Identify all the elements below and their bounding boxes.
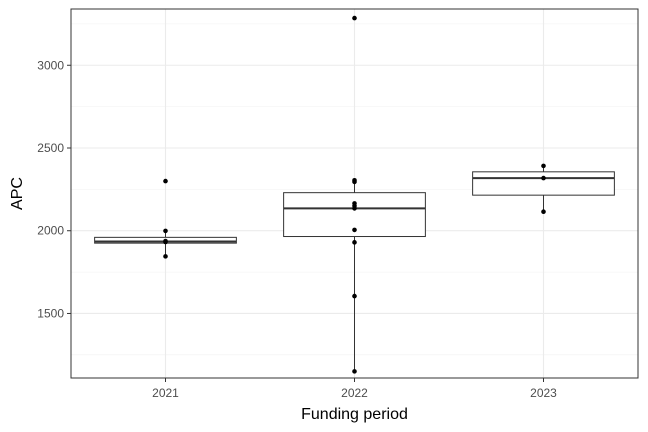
- data-point: [352, 240, 357, 245]
- y-tick-label: 3000: [37, 58, 64, 72]
- x-axis-title: Funding period: [301, 406, 408, 423]
- data-point: [541, 175, 546, 181]
- x-axis: 2021 2022 2023: [152, 378, 557, 400]
- data-point: [352, 293, 357, 299]
- data-point: [163, 239, 168, 245]
- y-axis: 1500 2000 2500 3000: [37, 58, 71, 320]
- data-point: [163, 254, 168, 259]
- y-axis-title: APC: [9, 177, 26, 210]
- y-tick-label: 1500: [37, 306, 64, 320]
- data-point: [352, 179, 357, 185]
- data-point: [352, 206, 357, 211]
- data-point: [352, 15, 357, 21]
- data-point: [352, 227, 357, 233]
- data-point: [163, 178, 168, 184]
- points-layer: [163, 15, 546, 374]
- data-point: [163, 228, 168, 234]
- data-point: [352, 369, 357, 374]
- x-tick-label: 2021: [152, 386, 179, 400]
- data-point: [541, 163, 546, 169]
- box-iqr: [472, 171, 615, 196]
- y-tick-label: 2500: [37, 141, 64, 155]
- x-tick-label: 2022: [341, 386, 368, 400]
- boxes-layer: [94, 165, 615, 372]
- x-tick-label: 2023: [530, 386, 557, 400]
- y-tick-label: 2000: [37, 224, 64, 238]
- data-point: [541, 209, 546, 215]
